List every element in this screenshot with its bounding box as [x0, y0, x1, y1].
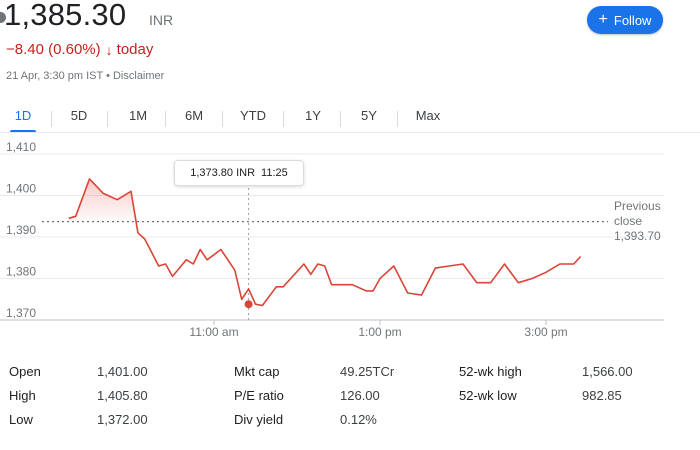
tooltip-time: 11:25: [261, 167, 288, 179]
follow-button[interactable]: + Follow: [587, 6, 663, 34]
stat-pe-label: P/E ratio: [234, 388, 284, 403]
tab-divider: [340, 111, 341, 127]
x-tick-label: 1:00 pm: [358, 325, 401, 339]
tab-1d[interactable]: 1D: [10, 103, 36, 133]
stat-pe-value: 126.00: [340, 388, 380, 403]
previous-close-text-1: Previous: [614, 199, 661, 213]
stat-divyield-label: Div yield: [234, 412, 284, 427]
tab-5y[interactable]: 5Y: [361, 108, 377, 123]
stat-low-label: Low: [9, 412, 33, 427]
y-tick-label: 1,410: [6, 140, 36, 154]
previous-close-text-2: close: [614, 214, 643, 228]
previous-close-label: Previous close 1,393.70: [614, 199, 661, 244]
stat-open-value: 1,401.00: [97, 364, 148, 379]
tab-divider: [165, 111, 166, 127]
y-tick-label: 1,380: [6, 265, 36, 279]
x-tick-label: 3:00 pm: [524, 325, 567, 339]
currency-label: INR: [149, 12, 174, 28]
stock-price: 1,385.30: [4, 0, 127, 32]
tab-divider: [51, 111, 52, 127]
y-tick-label: 1,400: [6, 182, 36, 196]
stat-52wk-low-label: 52-wk low: [459, 388, 517, 403]
price-series-line: [68, 178, 582, 307]
tab-divider: [283, 111, 284, 127]
range-tabs: 1D 5D 1M 6M YTD 1Y 5Y Max: [0, 103, 700, 133]
tab-divider: [222, 111, 223, 127]
hover-marker-point: [244, 300, 253, 309]
follow-button-label: Follow: [613, 12, 652, 28]
stat-52wk-low-value: 982.85: [582, 388, 622, 403]
tab-1y[interactable]: 1Y: [305, 108, 321, 123]
stat-mktcap-label: Mkt cap: [234, 364, 280, 379]
tab-5d[interactable]: 5D: [70, 108, 88, 123]
x-tick-label: 11:00 am: [189, 325, 238, 339]
chart-area-fill: [68, 178, 581, 222]
y-tick-label: 1,370: [6, 306, 36, 320]
tab-1m[interactable]: 1M: [128, 108, 148, 123]
stat-divyield-value: 0.12%: [340, 412, 377, 427]
stat-open-label: Open: [9, 364, 41, 379]
tab-ytd[interactable]: YTD: [240, 108, 266, 123]
stat-52wk-high-label: 52-wk high: [459, 364, 522, 379]
tab-max[interactable]: Max: [415, 108, 441, 123]
tab-6m[interactable]: 6M: [184, 108, 204, 123]
previous-close-value: 1,393.70: [614, 229, 661, 243]
status-dot: [0, 12, 6, 23]
stat-high-value: 1,405.80: [97, 388, 148, 403]
change-period: today: [116, 41, 154, 58]
stat-52wk-high-value: 1,566.00: [582, 364, 633, 379]
tab-divider: [397, 111, 398, 127]
stat-high-label: High: [9, 388, 36, 403]
stat-mktcap-value: 49.25TCr: [340, 364, 395, 379]
tab-divider: [107, 111, 108, 127]
arrow-down-icon: ↓: [105, 41, 113, 58]
stat-low-value: 1,372.00: [97, 412, 148, 427]
quote-timestamp: 21 Apr, 3:30 pm IST • Disclaimer: [6, 70, 165, 82]
price-change: −8.40 (0.60%) ↓ today: [6, 41, 153, 58]
tabs-divider: [0, 132, 700, 133]
change-value: −8.40 (0.60%): [6, 41, 101, 58]
tooltip-value: 1,373.80 INR: [190, 167, 256, 179]
plus-icon: +: [598, 11, 608, 28]
y-tick-label: 1,390: [6, 223, 36, 237]
chart-tooltip: 1,373.80 INR 11:25: [174, 160, 304, 186]
price-chart[interactable]: 1,410 1,400 1,390 1,380 1,370 11:00 am 1:00 p…: [0, 140, 700, 345]
